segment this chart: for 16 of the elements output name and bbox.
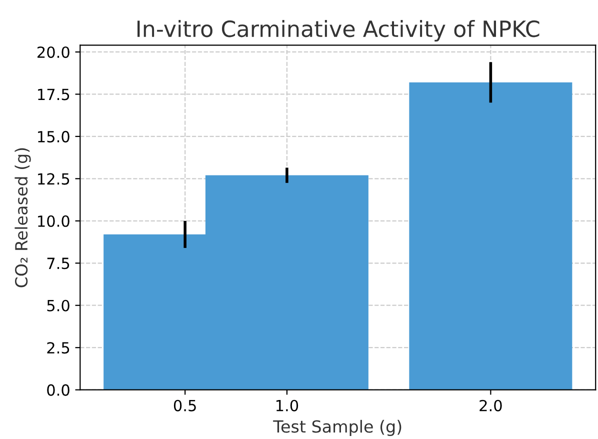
x-axis-title: Test Sample (g): [273, 420, 402, 436]
y-tick-label: 20.0: [38, 46, 70, 58]
y-tick-label: 7.5: [47, 258, 70, 270]
y-axis-title: CO₂ Released (g): [14, 148, 31, 288]
x-tick-label: 2.0: [480, 400, 502, 412]
y-tick-label: 0.0: [47, 384, 70, 396]
chart-title: In-vitro Carminative Activity of NPKC: [137, 20, 540, 42]
y-tick-label: 5.0: [47, 300, 70, 312]
x-tick-label: 1.0: [276, 400, 298, 412]
y-tick-label: 2.5: [47, 342, 70, 354]
bar: [409, 82, 572, 390]
y-tick-label: 10.0: [38, 215, 70, 227]
x-tick-label: 0.5: [174, 400, 196, 412]
y-tick-label: 12.5: [38, 173, 70, 185]
y-tick-label: 17.5: [38, 88, 70, 100]
y-tick-label: 15.0: [38, 130, 70, 142]
